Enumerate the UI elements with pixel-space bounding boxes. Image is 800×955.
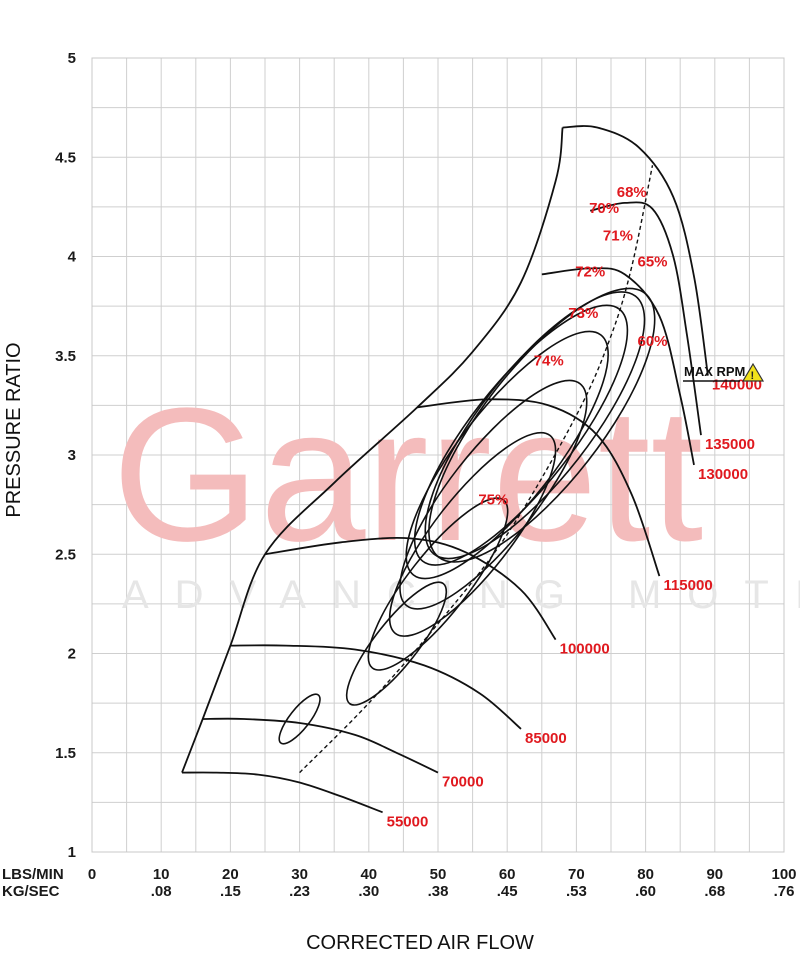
x-tick-label: .15 bbox=[220, 883, 241, 900]
efficiency-label-73: 73% bbox=[568, 305, 598, 322]
max-rpm-label: MAX RPM bbox=[684, 364, 745, 379]
warning-icon bbox=[741, 362, 765, 382]
speed-label-135000: 135000 bbox=[705, 436, 755, 453]
x-tick-label: .53 bbox=[566, 883, 587, 900]
x-tick-label: 50 bbox=[430, 866, 447, 883]
efficiency-island-65 bbox=[424, 291, 646, 560]
x-tick-label: 90 bbox=[706, 866, 723, 883]
surge-line bbox=[181, 127, 564, 773]
y-tick-label: 2.5 bbox=[55, 546, 76, 563]
speed-label-55000: 55000 bbox=[387, 813, 429, 830]
max-rpm-annotation: MAX RPM ! bbox=[683, 362, 765, 382]
map-labels: 5500070000850001000001150001300001350001… bbox=[387, 184, 762, 830]
x-tick-label: .08 bbox=[151, 883, 172, 900]
x-tick-label: 40 bbox=[360, 866, 377, 883]
x-tick-label: 30 bbox=[291, 866, 308, 883]
y-tick-label: 4 bbox=[68, 249, 77, 266]
y-tick-label: 1 bbox=[68, 844, 76, 861]
plot-frame bbox=[91, 57, 785, 853]
speed-line-100000 bbox=[264, 537, 557, 641]
speed-label-130000: 130000 bbox=[698, 466, 748, 483]
y-tick-label: 3.5 bbox=[55, 348, 76, 365]
speed-line-115000 bbox=[417, 398, 661, 577]
efficiency-island-68 bbox=[413, 304, 629, 566]
efficiency-label-72: 72% bbox=[575, 263, 605, 280]
x-tick-label: 80 bbox=[637, 866, 654, 883]
efficiency-island-74 bbox=[345, 581, 448, 706]
speed-line-140000 bbox=[562, 125, 709, 376]
y-axis-title: PRESSURE RATIO bbox=[3, 342, 25, 517]
y-tick-label: 3 bbox=[68, 447, 76, 464]
y-tick-label: 4.5 bbox=[55, 149, 76, 166]
x-tick-label: 0 bbox=[88, 866, 96, 883]
map-curves bbox=[181, 125, 709, 814]
y-tick-label: 2 bbox=[68, 646, 76, 663]
warning-exclamation: ! bbox=[751, 370, 755, 382]
x-tick-label: 10 bbox=[153, 866, 170, 883]
speed-label-115000: 115000 bbox=[663, 577, 712, 594]
x-tick-label: .45 bbox=[497, 883, 518, 900]
speed-label-100000: 100000 bbox=[560, 641, 610, 658]
x-unit-label: LBS/MIN bbox=[2, 866, 64, 883]
x-tick-label: 70 bbox=[568, 866, 585, 883]
efficiency-island-72 bbox=[388, 431, 557, 637]
speed-label-70000: 70000 bbox=[442, 774, 484, 791]
watermark-brand: Garrett bbox=[112, 369, 703, 581]
max-efficiency-line bbox=[299, 165, 654, 774]
x-tick-label: 60 bbox=[499, 866, 516, 883]
speed-line-55000 bbox=[181, 771, 383, 814]
efficiency-label-60: 60% bbox=[638, 333, 668, 350]
efficiency-island-75 bbox=[278, 693, 321, 745]
efficiency-label-74: 74% bbox=[534, 353, 564, 370]
x-axis-title: CORRECTED AIR FLOW bbox=[306, 932, 534, 954]
x-unit-label: KG/SEC bbox=[2, 883, 60, 900]
y-tick-label: 1.5 bbox=[55, 745, 76, 762]
speed-line-135000 bbox=[589, 201, 702, 436]
efficiency-label-70: 70% bbox=[589, 200, 619, 217]
efficiency-island-71 bbox=[399, 379, 588, 610]
x-tick-label: .76 bbox=[774, 883, 795, 900]
efficiency-label-68: 68% bbox=[617, 184, 647, 201]
speed-line-130000 bbox=[541, 267, 695, 466]
speed-line-85000 bbox=[230, 644, 522, 730]
x-tick-label: .60 bbox=[635, 883, 656, 900]
efficiency-label-71: 71% bbox=[603, 228, 633, 245]
x-tick-label: 100 bbox=[771, 866, 796, 883]
x-tick-label: .30 bbox=[358, 883, 379, 900]
speed-label-85000: 85000 bbox=[525, 730, 567, 747]
x-tick-label: .38 bbox=[428, 883, 449, 900]
x-tick-label: 20 bbox=[222, 866, 239, 883]
efficiency-label-65: 65% bbox=[638, 253, 668, 270]
efficiency-label-75: 75% bbox=[478, 492, 508, 509]
x-tick-label: .68 bbox=[704, 883, 725, 900]
y-tick-label: 5 bbox=[68, 50, 76, 67]
x-tick-label: .23 bbox=[289, 883, 310, 900]
axes: 1 1.5 2 2.5 3 3.5 4 4.5 5 LBS/MIN 0 10 20 30 40 50 60 70 8… bbox=[2, 50, 797, 900]
speed-line-70000 bbox=[202, 717, 439, 774]
